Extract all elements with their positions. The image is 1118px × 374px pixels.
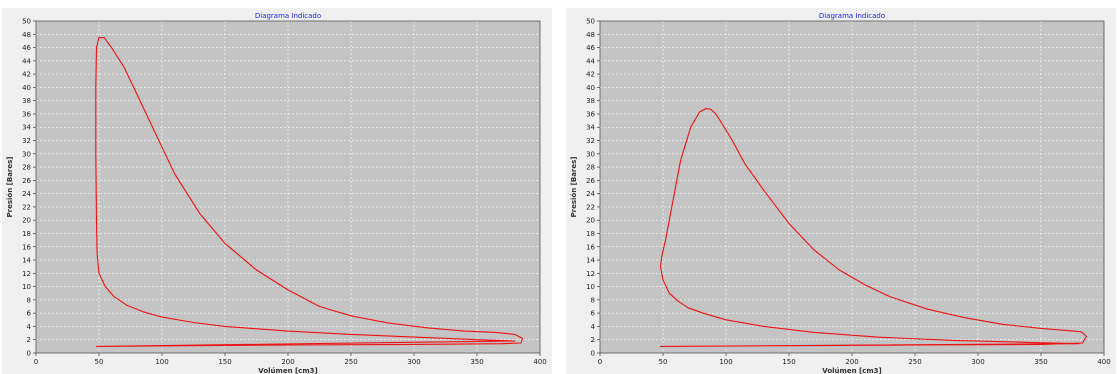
y-tick-label: 2 — [27, 336, 31, 344]
y-tick-label: 14 — [586, 257, 595, 265]
y-tick-label: 4 — [591, 323, 596, 331]
y-tick-label: 22 — [586, 203, 595, 211]
chart-title: Diagrama Indicado — [255, 12, 321, 20]
y-tick-label: 48 — [22, 31, 31, 39]
y-tick-label: 18 — [586, 230, 595, 238]
x-tick-label: 0 — [598, 358, 602, 366]
y-tick-label: 36 — [22, 110, 31, 118]
y-tick-label: 44 — [22, 57, 31, 65]
pressure-volume-series-line — [659, 108, 1087, 347]
plot-border — [35, 20, 541, 354]
y-tick-label: 32 — [22, 137, 31, 145]
y-tick-label: 4 — [27, 323, 32, 331]
y-tick-label: 0 — [27, 350, 31, 358]
y-tick-label: 10 — [586, 283, 595, 291]
y-tick-label: 38 — [22, 97, 31, 105]
y-tick-label: 2 — [591, 336, 595, 344]
y-tick-label: 8 — [27, 296, 31, 304]
x-tick-label: 250 — [908, 358, 921, 366]
plot-border — [599, 20, 1105, 354]
y-tick-label: 8 — [591, 296, 595, 304]
y-tick-label: 18 — [22, 230, 31, 238]
x-axis-label: Volúmen [cm3] — [258, 367, 317, 374]
y-tick-label: 50 — [22, 18, 31, 26]
y-tick-label: 20 — [22, 217, 31, 225]
y-tick-label: 28 — [22, 164, 31, 172]
y-tick-label: 48 — [586, 31, 595, 39]
y-tick-label: 16 — [22, 243, 31, 251]
x-tick-label: 0 — [34, 358, 38, 366]
y-tick-label: 50 — [586, 18, 595, 26]
y-axis-label: Presión [Bares] — [570, 157, 578, 218]
y-tick-label: 12 — [22, 270, 31, 278]
y-tick-label: 34 — [586, 124, 595, 132]
y-tick-label: 34 — [22, 124, 31, 132]
y-tick-label: 42 — [22, 71, 31, 79]
y-tick-label: 24 — [586, 190, 595, 198]
x-tick-label: 50 — [95, 358, 104, 366]
y-tick-label: 26 — [586, 177, 595, 185]
y-tick-label: 22 — [22, 203, 31, 211]
y-tick-label: 46 — [22, 44, 31, 52]
x-tick-label: 100 — [719, 358, 732, 366]
y-tick-label: 38 — [586, 97, 595, 105]
y-tick-label: 44 — [586, 57, 595, 65]
x-tick-label: 100 — [155, 358, 168, 366]
x-tick-label: 300 — [407, 358, 420, 366]
y-tick-label: 26 — [22, 177, 31, 185]
x-tick-label: 400 — [1097, 358, 1110, 366]
y-tick-label: 14 — [22, 257, 31, 265]
x-tick-label: 350 — [470, 358, 483, 366]
y-tick-label: 42 — [586, 71, 595, 79]
y-tick-label: 32 — [586, 137, 595, 145]
y-axis-label: Presión [Bares] — [6, 157, 14, 218]
chart-panel-right: Diagrama Indicado 0 50 100 150 200 250 300 350 40… — [566, 8, 1116, 374]
chart-title: Diagrama Indicado — [819, 12, 885, 20]
y-tick-label: 30 — [586, 150, 595, 158]
y-tick-label: 10 — [22, 283, 31, 291]
pressure-volume-series-line — [95, 37, 523, 347]
x-tick-label: 250 — [344, 358, 357, 366]
x-tick-label: 150 — [218, 358, 231, 366]
x-tick-label: 350 — [1034, 358, 1047, 366]
y-tick-label: 24 — [22, 190, 31, 198]
x-tick-label: 150 — [782, 358, 795, 366]
y-tick-label: 20 — [586, 217, 595, 225]
y-tick-label: 6 — [591, 310, 596, 318]
y-tick-label: 46 — [586, 44, 595, 52]
x-tick-label: 300 — [971, 358, 984, 366]
y-tick-label: 36 — [586, 110, 595, 118]
chart-panel-left: Diagrama Indicado 0 50 100 150 200 250 300 350 40… — [2, 8, 552, 374]
x-tick-label: 50 — [659, 358, 668, 366]
x-tick-label: 400 — [533, 358, 546, 366]
y-tick-label: 0 — [591, 350, 595, 358]
x-axis-label: Volúmen [cm3] — [822, 367, 881, 374]
x-tick-label: 200 — [845, 358, 858, 366]
y-tick-label: 30 — [22, 150, 31, 158]
y-tick-label: 16 — [586, 243, 595, 251]
y-tick-label: 6 — [27, 310, 32, 318]
y-tick-label: 28 — [586, 164, 595, 172]
y-tick-label: 40 — [22, 84, 31, 92]
y-tick-label: 40 — [586, 84, 595, 92]
x-tick-label: 200 — [281, 358, 294, 366]
y-tick-label: 12 — [586, 270, 595, 278]
